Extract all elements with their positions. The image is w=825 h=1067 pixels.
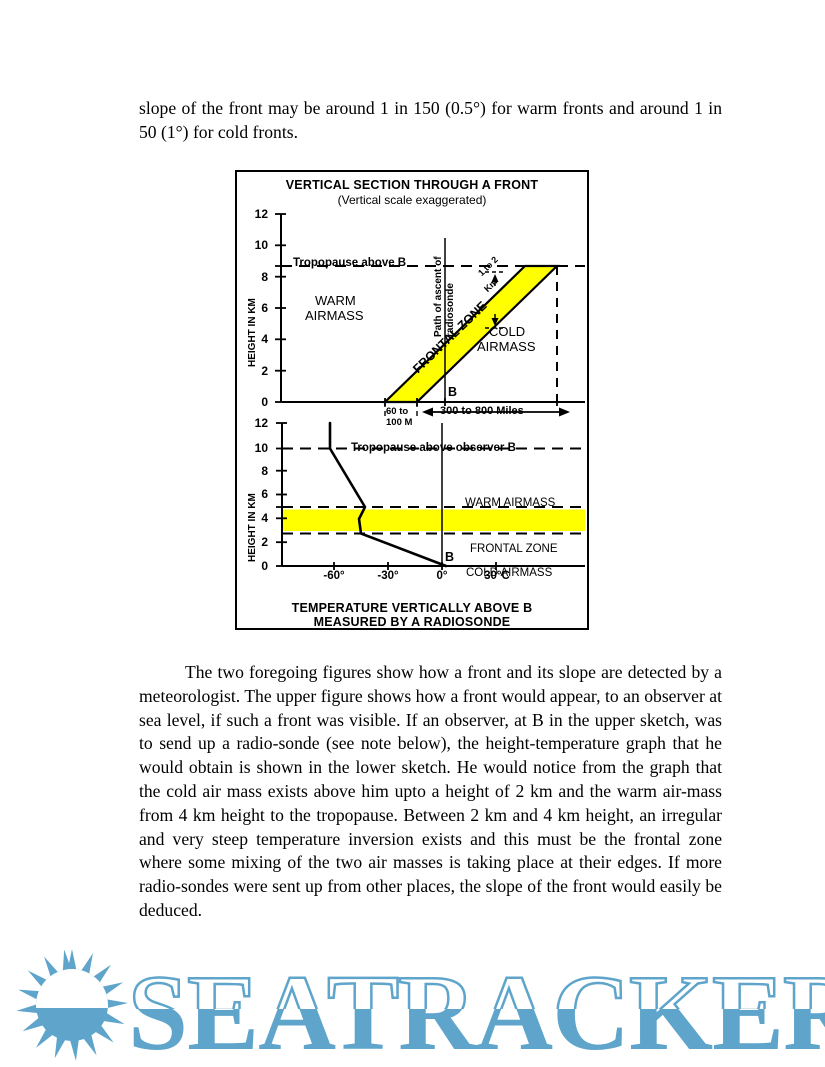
tropopause-label-lower: Tropopause above observer B bbox=[351, 442, 516, 454]
frontal-zone-label-lower: FRONTAL ZONE bbox=[470, 543, 558, 555]
lower-ytick-8: 8 bbox=[261, 463, 268, 478]
sun-burst-icon bbox=[16, 949, 128, 1061]
temperature-profile-line bbox=[328, 421, 448, 568]
frontal-zone-band-upper bbox=[382, 264, 560, 404]
tropopause-label-upper: Tropopause above B bbox=[293, 257, 407, 269]
front-width-callout-lines bbox=[384, 402, 418, 417]
cold-airmass-label-upper-line1: COLD bbox=[489, 324, 526, 339]
cold-airmass-label-upper-line2: AIRMASS bbox=[477, 339, 536, 354]
upper-ytick-0: 0 bbox=[261, 395, 268, 409]
figure-title: VERTICAL SECTION THROUGH A FRONT bbox=[285, 178, 539, 192]
front-width-label-line1: 60 to bbox=[386, 406, 409, 417]
upper-ytick-8: 8 bbox=[261, 269, 268, 284]
observer-b-marker-upper: B bbox=[448, 385, 458, 399]
lower-xtick-zero: 0° bbox=[436, 570, 448, 582]
watermark-text: SEATRACKER.RU SEATRACKER.RU bbox=[127, 953, 825, 1067]
lower-y-axis-label: HEIGHT IN KM bbox=[247, 493, 258, 562]
upper-ytick-2: 2 bbox=[261, 363, 268, 378]
warm-airmass-label-upper-line2: AIRMASS bbox=[305, 308, 364, 323]
figure-caption-line1: TEMPERATURE VERTICALLY ABOVE B bbox=[291, 601, 533, 615]
upper-ytick-12: 12 bbox=[254, 207, 268, 221]
figure-subtitle: (Vertical scale exaggerated) bbox=[337, 193, 487, 207]
paragraph-above-figure: slope of the front may be around 1 in 15… bbox=[139, 98, 722, 142]
upper-ytick-4: 4 bbox=[261, 332, 268, 346]
figure-inner: VERTICAL SECTION THROUGH A FRONT (Vertic… bbox=[237, 172, 587, 629]
cold-airmass-label-lower: COLD AIRMASS bbox=[466, 567, 553, 579]
lower-xtick-minus60: -60° bbox=[323, 570, 345, 582]
upper-panel-chart bbox=[275, 213, 585, 417]
path-of-ascent-label-line2: radiosonde bbox=[445, 283, 456, 337]
lower-ytick-6: 6 bbox=[261, 487, 268, 501]
lower-ytick-2: 2 bbox=[261, 535, 268, 549]
observer-b-marker-lower: B bbox=[445, 550, 455, 564]
watermark-text-bottom: SEATRACKER.RU bbox=[128, 954, 825, 1067]
lower-ytick-12: 12 bbox=[254, 416, 268, 430]
warm-airmass-label-lower: WARM AIRMASS bbox=[465, 497, 556, 509]
lower-y-ticks bbox=[276, 422, 287, 567]
lower-ytick-10: 10 bbox=[254, 441, 268, 455]
paragraph-below-figure: The two foregoing figures show how a fro… bbox=[139, 662, 722, 920]
lower-ytick-4: 4 bbox=[261, 511, 268, 525]
lower-panel-chart bbox=[276, 421, 585, 570]
frontal-zone-band-lower bbox=[282, 509, 585, 531]
figure-caption-line2: MEASURED BY A RADIOSONDE bbox=[313, 615, 511, 629]
upper-y-ticks bbox=[275, 213, 286, 403]
path-of-ascent-label-line1: Path of ascent of bbox=[433, 256, 444, 337]
lower-xtick-30c: 30°C bbox=[484, 570, 510, 582]
upper-ytick-6: 6 bbox=[261, 301, 268, 315]
figure-container: VERTICAL SECTION THROUGH A FRONT (Vertic… bbox=[235, 170, 589, 630]
lower-xtick-minus30: -30° bbox=[377, 570, 399, 582]
upper-ytick-10: 10 bbox=[254, 238, 268, 252]
horizontal-extent-label: 300 to 800 Miles bbox=[440, 405, 524, 417]
watermark-text-top: SEATRACKER.RU bbox=[128, 954, 825, 1067]
front-width-label-line2: 100 M bbox=[386, 417, 413, 428]
lower-ytick-0: 0 bbox=[261, 559, 268, 573]
warm-airmass-label-upper-line1: WARM bbox=[315, 293, 356, 308]
horizontal-extent-arrow bbox=[422, 407, 570, 417]
watermark-svg: SEATRACKER.RU SEATRACKER.RU bbox=[16, 949, 825, 1067]
frontal-thickness-indicator bbox=[485, 271, 505, 329]
watermark: SEATRACKER.RU SEATRACKER.RU bbox=[0, 947, 825, 1067]
